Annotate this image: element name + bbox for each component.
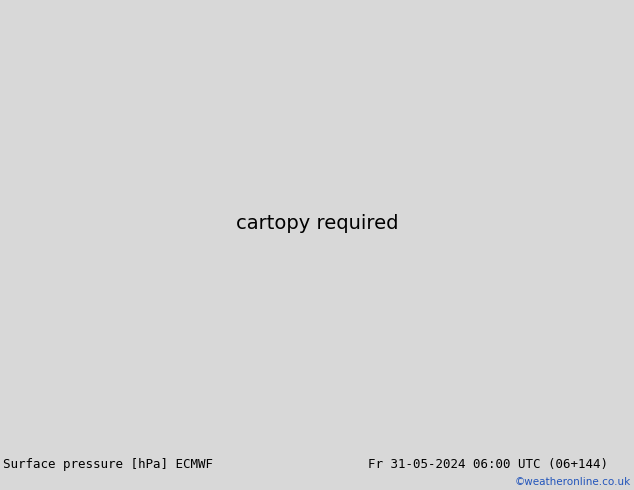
Text: ©weatheronline.co.uk: ©weatheronline.co.uk	[515, 477, 631, 487]
Text: Fr 31-05-2024 06:00 UTC (06+144): Fr 31-05-2024 06:00 UTC (06+144)	[368, 458, 608, 470]
Text: cartopy required: cartopy required	[236, 214, 398, 233]
Text: Surface pressure [hPa] ECMWF: Surface pressure [hPa] ECMWF	[3, 458, 213, 470]
